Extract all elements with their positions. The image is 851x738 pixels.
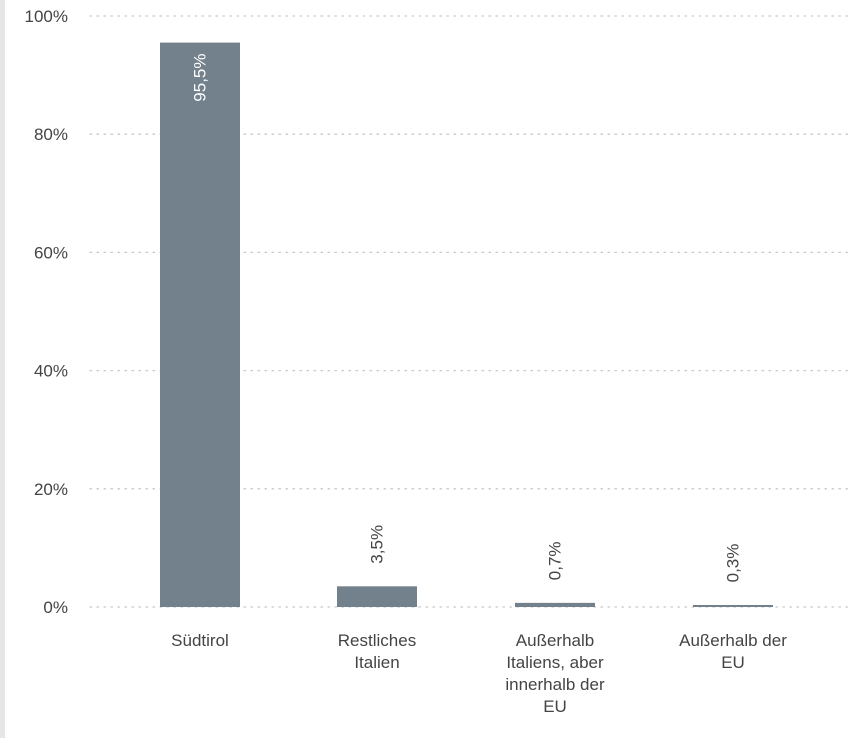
ytick-label-20: 20% [34, 480, 68, 499]
category-label-line: Italiens, aber [506, 653, 604, 672]
bar-2 [515, 602, 595, 607]
value-label-2: 0,7% [546, 541, 565, 580]
ytick-label-0: 0% [43, 598, 68, 617]
value-label-1: 3,5% [368, 525, 387, 564]
ytick-label-40: 40% [34, 362, 68, 381]
bar-0 [160, 42, 240, 608]
category-label-line: Außerhalb [516, 631, 594, 650]
ytick-label-80: 80% [34, 125, 68, 144]
category-label-line: Außerhalb der [679, 631, 787, 650]
category-label-line: Restliches [338, 631, 416, 650]
category-label-1: Restliches Italien [338, 631, 416, 672]
value-label-0: 95,5% [191, 53, 210, 101]
category-label-2: Außerhalb Italiens, aber innerhalb der EU [505, 631, 605, 716]
category-label-line: Italien [354, 653, 399, 672]
bar-1 [337, 586, 417, 607]
value-label-3: 0,3% [724, 544, 743, 583]
left-border [0, 0, 5, 738]
category-label-0: Südtirol [171, 631, 229, 650]
category-label-line: EU [543, 697, 567, 716]
category-label-line: EU [721, 653, 745, 672]
category-label-3: Außerhalb der EU [679, 631, 787, 672]
category-label-line: Südtirol [171, 631, 229, 650]
category-label-line: innerhalb der [505, 675, 605, 694]
ytick-label-60: 60% [34, 243, 68, 262]
ytick-label-100: 100% [25, 7, 68, 26]
bar-3 [693, 605, 773, 607]
